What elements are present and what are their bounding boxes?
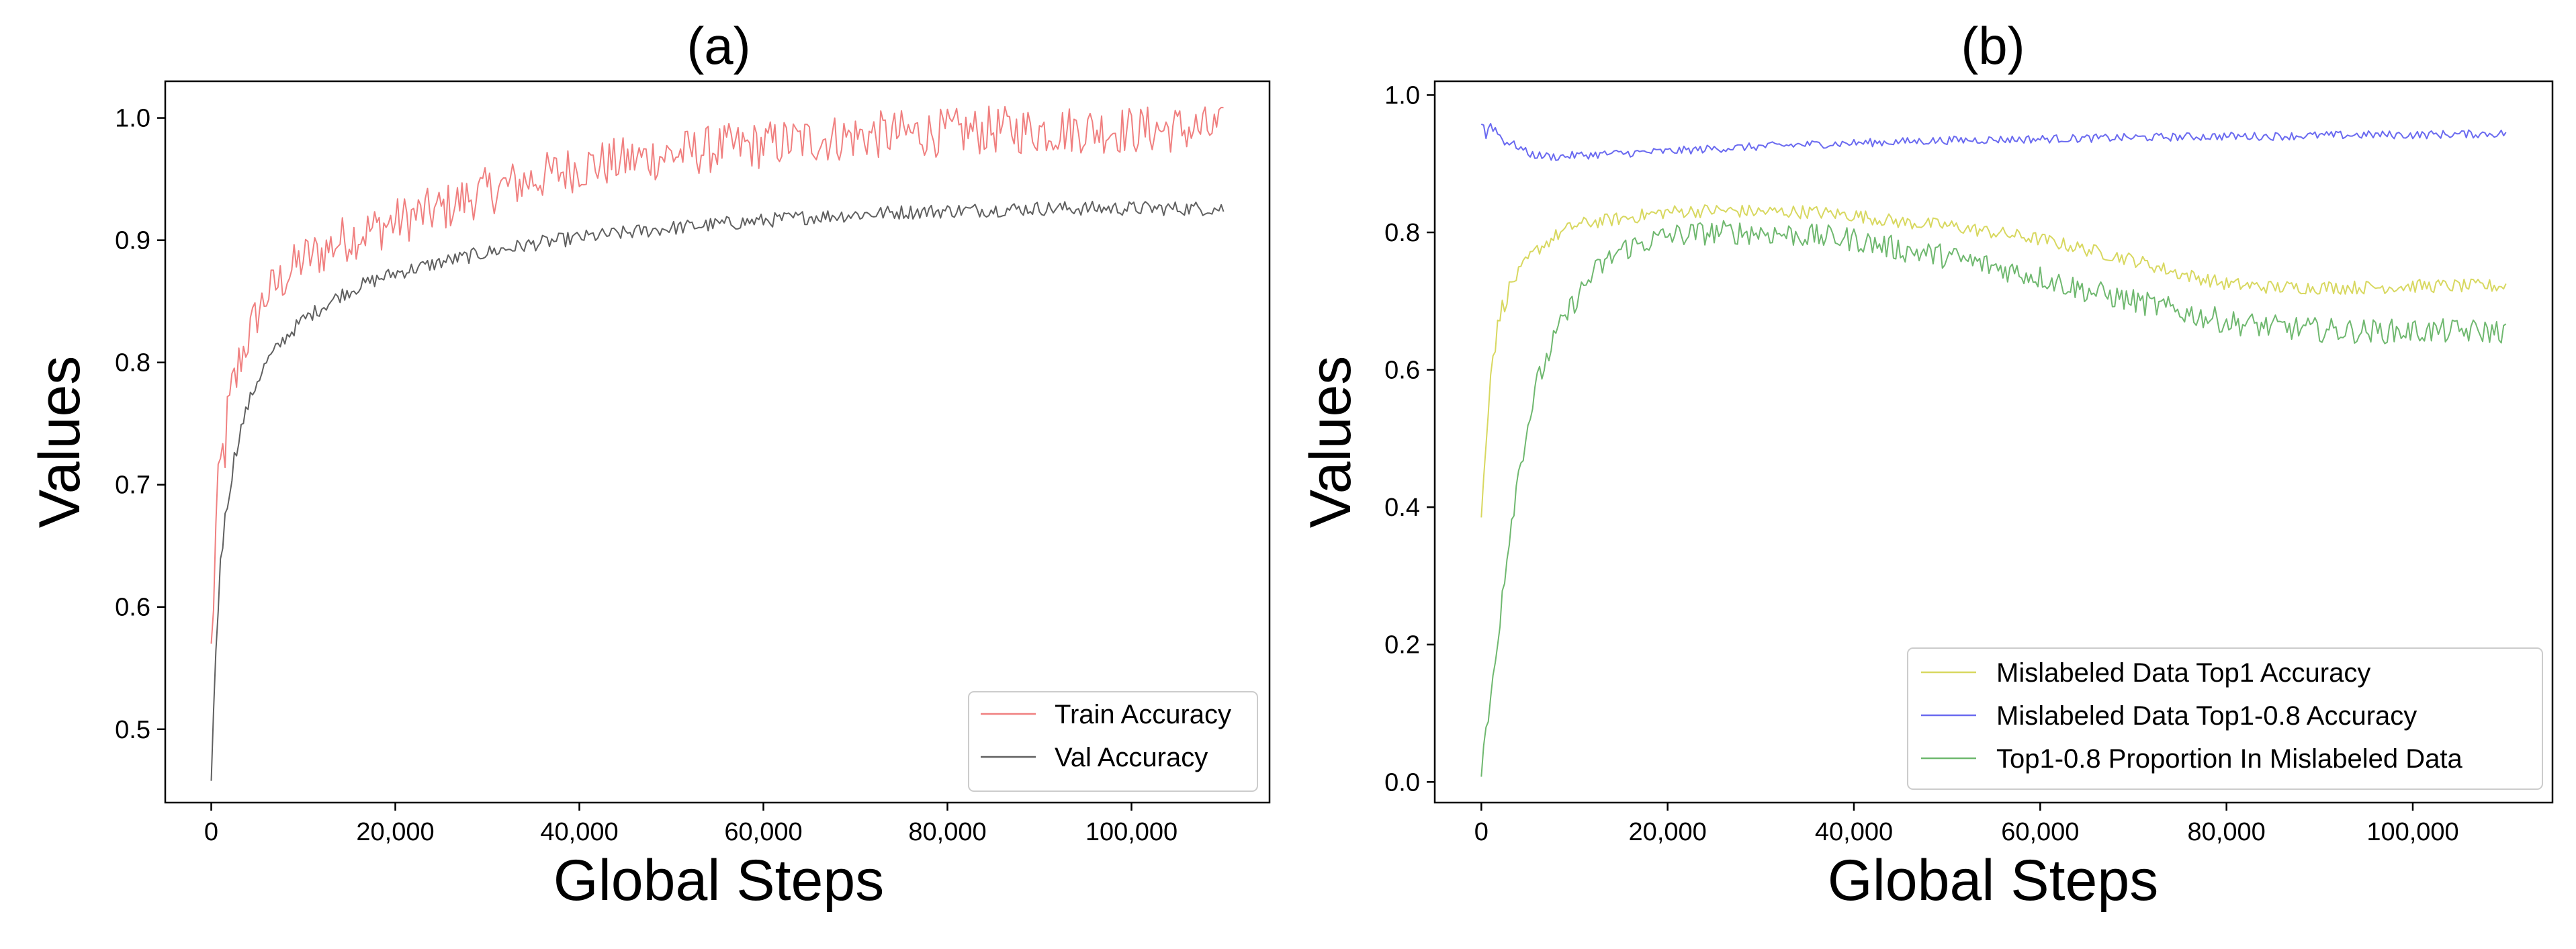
x-tick-label: 60,000 [724,818,802,846]
series-line-top1-0-8-proportion-in-mislabeled-data [1480,220,2507,777]
plot-frame [164,80,1271,804]
y-tick-label: 0.6 [115,594,150,622]
x-axis-ticks: 0 20,000 40,000 60,000 80,000 100,000 [204,803,1178,846]
y-axis-title: Values [28,356,92,529]
x-tick-label: 40,000 [1815,818,1893,846]
y-axis-ticks: 0.0 0.2 0.4 0.6 0.8 1.0 [1384,81,1435,797]
series-line-train-accuracy [210,105,1224,644]
x-axis-ticks: 0 20,000 40,000 60,000 80,000 100,000 [1474,803,2459,846]
x-tick-label: 20,000 [1629,818,1707,846]
plot-frame [1433,80,2554,804]
legend: Mislabeled Data Top1 Accuracy Mislabeled… [1907,647,2543,790]
panel-b: (b) 0 20,000 40,000 60,000 80,000 100,000 0.0… [1298,16,2554,913]
y-tick-label: 1.0 [115,105,150,133]
y-tick-label: 0.7 [115,471,150,500]
legend-box [1907,647,2543,790]
y-tick-label: 0.9 [115,227,150,255]
x-axis-title: Global Steps [1828,848,2158,913]
y-tick-label: 0.4 [1384,494,1420,522]
x-tick-label: 80,000 [908,818,986,846]
y-tick-label: 0.8 [1384,219,1420,247]
legend-label-top1-0.8-proportion: Top1-0.8 Proportion In Mislabeled Data [1996,744,2462,774]
series-layer [210,105,1225,781]
y-tick-label: 0.2 [1384,631,1420,660]
x-tick-label: 60,000 [2001,818,2079,846]
y-axis-title: Values [1298,356,1363,529]
x-axis-title: Global Steps [553,848,884,913]
legend-label-train-accuracy: Train Accuracy [1055,700,1231,729]
legend-label-top1-accuracy: Mislabeled Data Top1 Accuracy [1996,658,2370,688]
y-tick-label: 1.0 [1384,81,1420,109]
series-layer [1480,123,2507,777]
x-tick-label: 0 [204,818,218,846]
x-tick-label: 0 [1474,818,1489,846]
series-line-mislabeled-data-top1-accuracy [1480,204,2507,518]
y-tick-label: 0.6 [1384,357,1420,385]
y-tick-label: 0.5 [115,716,150,744]
x-tick-label: 40,000 [540,818,618,846]
panel-a: (a) 0 20,000 40,000 60,000 80,000 100,000 0.5… [28,16,1271,913]
panel-title: (b) [1961,16,2025,75]
x-tick-label: 100,000 [1085,818,1178,846]
legend-label-val-accuracy: Val Accuracy [1055,743,1208,772]
series-line-mislabeled-data-top1-0-8-accuracy [1480,123,2507,161]
series-line-val-accuracy [210,200,1225,781]
y-tick-label: 0.0 [1384,768,1420,797]
x-tick-label: 80,000 [2188,818,2266,846]
legend: Train Accuracy Val Accuracy [968,691,1258,792]
x-tick-label: 100,000 [2366,818,2458,846]
panel-title: (a) [686,16,750,75]
y-axis-ticks: 0.5 0.6 0.7 0.8 0.9 1.0 [115,105,165,744]
legend-label-top1-0.8-accuracy: Mislabeled Data Top1-0.8 Accuracy [1996,701,2417,731]
legend-box [968,691,1258,792]
y-tick-label: 0.8 [115,349,150,377]
x-tick-label: 20,000 [356,818,434,846]
